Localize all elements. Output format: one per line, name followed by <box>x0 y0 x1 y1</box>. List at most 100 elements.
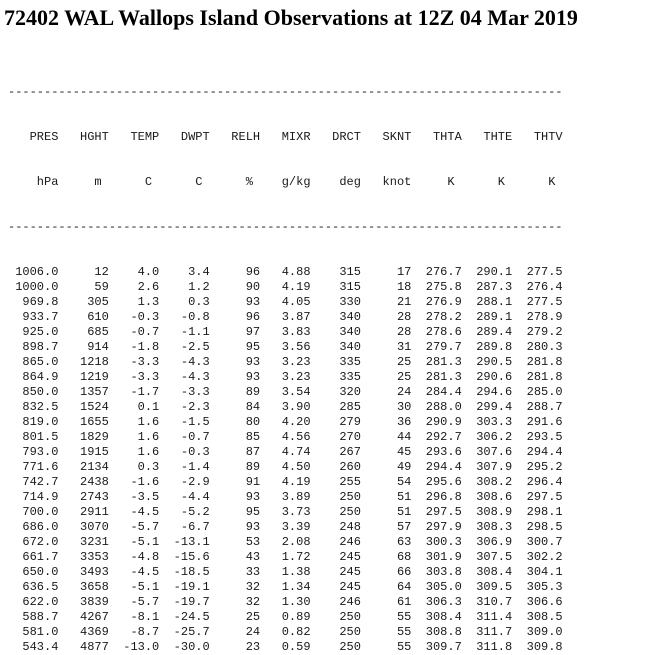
table-row: 865.0 1218 -3.3 -4.3 93 3.23 335 25 281.… <box>8 355 658 370</box>
column-unit: knot <box>360 175 412 189</box>
cell: 24 <box>360 385 412 399</box>
table-row: 1006.0 12 4.0 3.4 96 4.88 315 17 276.7 2… <box>8 265 658 280</box>
cell: -0.8 <box>159 310 210 324</box>
cell: -3.3 <box>108 370 160 384</box>
cell: 1218 <box>58 355 109 369</box>
cell: 54 <box>360 475 412 489</box>
cell: 12 <box>58 265 109 279</box>
cell: 925.0 <box>8 325 59 339</box>
cell: 267 <box>310 445 361 459</box>
cell: 3839 <box>58 595 109 609</box>
cell: 311.7 <box>461 625 513 639</box>
cell: 250 <box>310 610 361 624</box>
cell: 80 <box>209 415 261 429</box>
cell: 300.3 <box>411 535 462 549</box>
cell: 284.4 <box>411 385 462 399</box>
cell: 340 <box>310 325 361 339</box>
cell: 1.2 <box>159 280 210 294</box>
table-row: 700.0 2911 -4.5 -5.2 95 3.73 250 51 297.… <box>8 505 658 520</box>
cell: 2.6 <box>108 280 160 294</box>
cell: 3.54 <box>260 385 311 399</box>
cell: 335 <box>310 370 361 384</box>
cell: 17 <box>360 265 412 279</box>
cell: 288.7 <box>512 400 563 414</box>
cell: 302.2 <box>512 550 563 564</box>
table-row: 864.9 1219 -3.3 -4.3 93 3.23 335 25 281.… <box>8 370 658 385</box>
cell: 289.8 <box>461 340 513 354</box>
cell: 309.8 <box>512 640 563 654</box>
cell: 59 <box>58 280 109 294</box>
cell: 32 <box>209 595 261 609</box>
cell: 18 <box>360 280 412 294</box>
cell: 290.5 <box>461 355 513 369</box>
cell: 277.5 <box>512 295 563 309</box>
cell: 277.5 <box>512 265 563 279</box>
table-row: 793.0 1915 1.6 -0.3 87 4.74 267 45 293.6… <box>8 445 658 460</box>
cell: 289.4 <box>461 325 513 339</box>
cell: 288.1 <box>461 295 513 309</box>
cell: 30 <box>360 400 412 414</box>
cell: 55 <box>360 640 412 654</box>
cell: -15.6 <box>159 550 210 564</box>
cell: 36 <box>360 415 412 429</box>
cell: 4.0 <box>108 265 160 279</box>
cell: 3353 <box>58 550 109 564</box>
cell: 285 <box>310 400 361 414</box>
cell: 278.9 <box>512 310 563 324</box>
column-unit: C <box>108 175 160 189</box>
separator-top: ----------------------------------------… <box>8 85 563 99</box>
cell: -6.7 <box>159 520 210 534</box>
table-row: 1000.0 59 2.6 1.2 90 4.19 315 18 275.8 2… <box>8 280 658 295</box>
cell: 4.20 <box>260 415 311 429</box>
cell: 335 <box>310 355 361 369</box>
cell: -25.7 <box>159 625 210 639</box>
cell: 23 <box>209 640 261 654</box>
cell: -8.7 <box>108 625 160 639</box>
cell: -4.4 <box>159 490 210 504</box>
cell: 24 <box>209 625 261 639</box>
cell: 25 <box>360 370 412 384</box>
cell: 3493 <box>58 565 109 579</box>
cell: -0.3 <box>108 310 160 324</box>
cell: 1829 <box>58 430 109 444</box>
cell: 306.6 <box>512 595 563 609</box>
cell: 28 <box>360 310 412 324</box>
cell: -4.5 <box>108 505 160 519</box>
table-row: 850.0 1357 -1.7 -3.3 89 3.54 320 24 284.… <box>8 385 658 400</box>
cell: 0.89 <box>260 610 311 624</box>
column-unit: m <box>58 175 109 189</box>
cell: 700.0 <box>8 505 59 519</box>
column-header: MIXR <box>260 130 311 144</box>
cell: 90 <box>209 280 261 294</box>
cell: 295.2 <box>512 460 563 474</box>
cell: 969.8 <box>8 295 59 309</box>
cell: -1.8 <box>108 340 160 354</box>
cell: 260 <box>310 460 361 474</box>
cell: 248 <box>310 520 361 534</box>
cell: 289.1 <box>461 310 513 324</box>
cell: 294.4 <box>512 445 563 459</box>
cell: 320 <box>310 385 361 399</box>
table-row: 588.7 4267 -8.1 -24.5 25 0.89 250 55 308… <box>8 610 658 625</box>
cell: 31 <box>360 340 412 354</box>
cell: 293.6 <box>411 445 462 459</box>
cell: 84 <box>209 400 261 414</box>
cell: 308.5 <box>512 610 563 624</box>
cell: 308.8 <box>411 625 462 639</box>
column-unit: K <box>512 175 563 189</box>
cell: -2.3 <box>159 400 210 414</box>
cell: -13.0 <box>108 640 160 654</box>
column-unit: K <box>411 175 462 189</box>
cell: 1915 <box>58 445 109 459</box>
cell: 3.56 <box>260 340 311 354</box>
cell: 280.3 <box>512 340 563 354</box>
cell: -4.8 <box>108 550 160 564</box>
cell: 2743 <box>58 490 109 504</box>
cell: 4.56 <box>260 430 311 444</box>
cell: 340 <box>310 340 361 354</box>
cell: 2134 <box>58 460 109 474</box>
cell: 278.6 <box>411 325 462 339</box>
column-header: HGHT <box>58 130 109 144</box>
cell: 3658 <box>58 580 109 594</box>
cell: 308.9 <box>461 505 513 519</box>
